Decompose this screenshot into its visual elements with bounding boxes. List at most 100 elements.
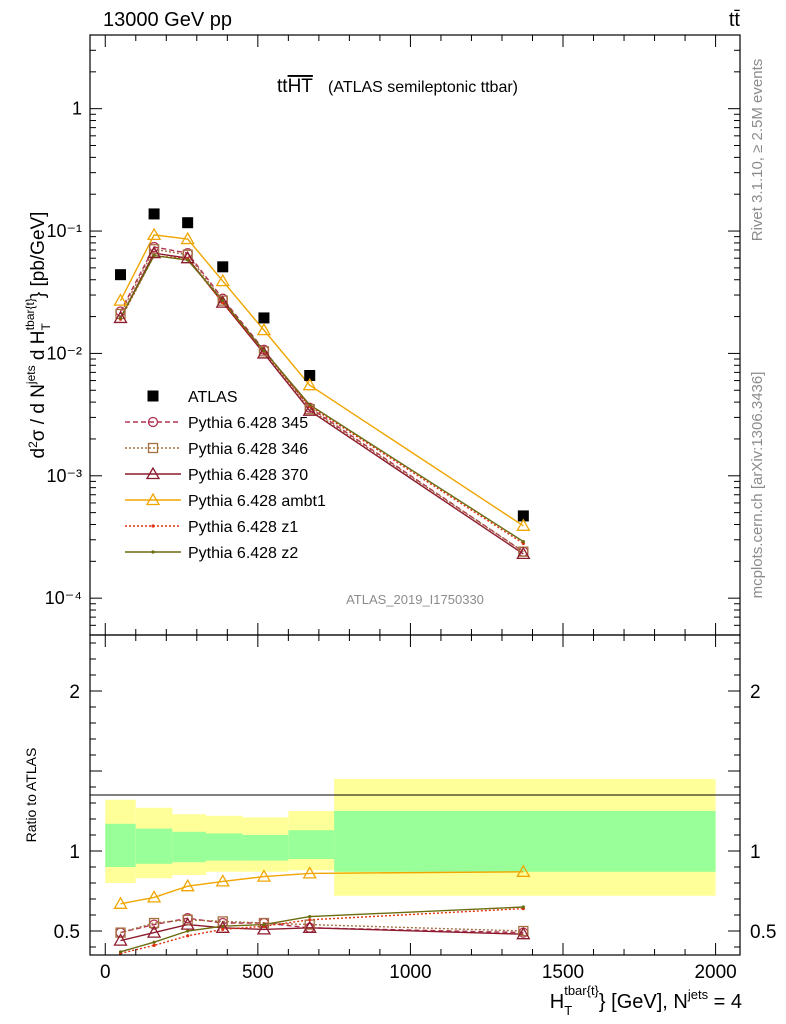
plot-title: ttHT bbox=[277, 76, 313, 97]
ratio-point bbox=[308, 915, 312, 919]
ratio-tick-labels: 0.5 0.5 1 1 2 2 0 500 1000 1500 2000 bbox=[54, 682, 777, 983]
legend-entry: Pythia 6.428 346 bbox=[188, 441, 308, 458]
svg-text:HTtbar{t}} [GeV], Njets = 4: HTtbar{t}} [GeV], Njets = 4 bbox=[550, 983, 742, 1018]
main-y-axis-label: d2σ / d Njets d HTtbar{t}} [pb/GeV] bbox=[23, 212, 53, 459]
data-point bbox=[146, 245, 162, 259]
data-point bbox=[182, 217, 194, 229]
data-point bbox=[302, 403, 317, 416]
data-point bbox=[521, 539, 525, 544]
x-tick-label: 1500 bbox=[542, 962, 584, 983]
x-tick-label: 1000 bbox=[389, 962, 431, 983]
data-point bbox=[215, 295, 230, 308]
legend-marker bbox=[145, 492, 161, 506]
legend-marker bbox=[145, 466, 161, 480]
data-point bbox=[215, 273, 230, 287]
data-point bbox=[113, 310, 128, 324]
ratio-frame bbox=[89, 634, 741, 956]
ratio-point bbox=[115, 927, 126, 938]
data-point bbox=[262, 349, 266, 353]
legend-entry: Pythia 6.428 z1 bbox=[188, 519, 298, 536]
data-point bbox=[256, 346, 272, 359]
data-point bbox=[113, 293, 128, 306]
data-point bbox=[308, 403, 312, 407]
main-axis-ticks bbox=[90, 34, 740, 636]
data-point bbox=[304, 370, 316, 382]
x-tick-label: 2000 bbox=[694, 962, 736, 983]
ratio-point bbox=[521, 905, 525, 909]
ratio-point bbox=[215, 874, 230, 887]
ratio-point bbox=[262, 923, 266, 927]
data-point bbox=[256, 322, 272, 336]
green-band bbox=[172, 831, 206, 863]
data-point bbox=[258, 312, 270, 324]
ratio-point bbox=[186, 929, 190, 933]
y-tick-label: 10⁻⁴ bbox=[45, 588, 82, 608]
rivet-version-label: Rivet 3.1.10, ≥ 2.5M events bbox=[749, 59, 766, 242]
y-tick-label: 10⁻¹ bbox=[46, 221, 82, 241]
ratio-point bbox=[256, 922, 272, 935]
ratio-point bbox=[180, 878, 195, 892]
energy-label: 13000 GeV pp bbox=[103, 9, 232, 31]
ratio-point bbox=[308, 918, 312, 922]
ratio-point bbox=[152, 940, 156, 944]
data-point bbox=[517, 510, 529, 522]
process-label: tt̄ bbox=[729, 9, 741, 31]
main-y-tick-labels: 10⁻⁴ 10⁻³ 10⁻² 10⁻¹ 1 bbox=[45, 99, 82, 608]
ratio-y-tick-label: 2 bbox=[69, 682, 80, 703]
data-point bbox=[146, 227, 162, 241]
x-tick-label: 500 bbox=[242, 962, 274, 983]
ratio-panel: 0.5 0.5 1 1 2 2 0 500 1000 1500 2000 Ratio to ATLA… bbox=[23, 634, 777, 1018]
ratio-point bbox=[302, 920, 317, 933]
legend-marker bbox=[151, 524, 155, 528]
x-axis-label: HTtbar{t}} [GeV], Njets = 4 bbox=[550, 983, 742, 1018]
data-point bbox=[115, 269, 127, 281]
legend-marker bbox=[151, 550, 155, 554]
ratio-point bbox=[146, 890, 162, 903]
data-point bbox=[186, 258, 190, 262]
ratio-point bbox=[182, 914, 193, 925]
legend-entry: Pythia 6.428 345 bbox=[188, 415, 308, 432]
legend-marker bbox=[147, 390, 159, 402]
ratio-line bbox=[120, 871, 524, 905]
ratio-y-tick-label: 1 bbox=[69, 842, 80, 863]
ratio-point bbox=[152, 943, 156, 948]
data-point bbox=[221, 299, 225, 303]
legend-entry: ATLAS bbox=[188, 389, 238, 406]
ratio-point bbox=[518, 925, 529, 937]
green-band bbox=[135, 828, 173, 864]
data-point bbox=[152, 254, 156, 258]
data-point bbox=[516, 546, 531, 560]
ratio-y-tick-label-right: 0.5 bbox=[750, 922, 776, 943]
series-line bbox=[119, 234, 524, 527]
ratio-y-tick-label: 0.5 bbox=[54, 922, 80, 943]
ratio-point bbox=[302, 866, 317, 879]
mcplots-label: mcplots.cern.ch [arXiv:1306.3436] bbox=[749, 372, 766, 599]
main-series-markers bbox=[113, 208, 531, 560]
ratio-point bbox=[186, 934, 190, 938]
legend-entry: Pythia 6.428 370 bbox=[188, 467, 308, 484]
legend-marker bbox=[147, 416, 159, 428]
ratio-point bbox=[146, 925, 162, 938]
ratio-point bbox=[180, 917, 195, 930]
y-tick-label: 10⁻² bbox=[46, 343, 82, 363]
data-point bbox=[217, 261, 229, 273]
ratio-point bbox=[221, 927, 225, 932]
legend-marker bbox=[147, 442, 159, 454]
data-point bbox=[118, 316, 123, 320]
y-tick-label: 1 bbox=[72, 99, 82, 119]
ratio-y-tick-label-right: 1 bbox=[750, 842, 761, 863]
ratio-point bbox=[118, 950, 123, 954]
plot-subtitle: (ATLAS semileptonic ttbar) bbox=[328, 79, 518, 96]
analysis-watermark: ATLAS_2019_I1750330 bbox=[346, 592, 484, 607]
x-tick-label: 0 bbox=[100, 962, 111, 983]
green-band bbox=[205, 833, 243, 861]
legend-entry: Pythia 6.428 z2 bbox=[188, 545, 298, 562]
ratio-y-axis-label: Ratio to ATLAS bbox=[23, 748, 39, 843]
ratio-point bbox=[113, 933, 128, 946]
ratio-point bbox=[113, 896, 128, 909]
ratio-point bbox=[221, 924, 225, 928]
data-point bbox=[148, 244, 160, 255]
green-band bbox=[288, 830, 335, 859]
data-point bbox=[516, 518, 531, 531]
